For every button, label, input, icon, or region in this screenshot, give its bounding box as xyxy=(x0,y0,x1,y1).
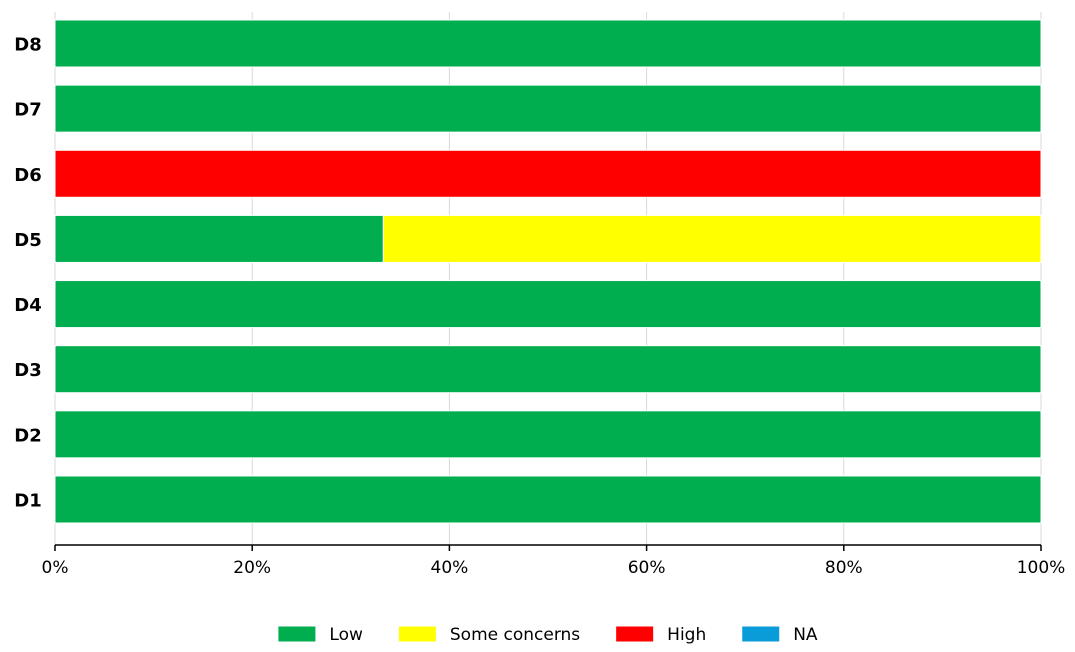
bar-d8-low xyxy=(54,19,1042,68)
x-tick-label: 60% xyxy=(628,558,666,578)
category-labels: D8 D7 D6 D5 D4 D3 D2 D1 xyxy=(14,35,41,512)
category-label: D8 xyxy=(14,35,41,56)
bar-d5-low xyxy=(54,214,384,263)
bar-d2-low xyxy=(54,410,1042,459)
legend-swatch-high xyxy=(616,626,654,642)
x-tick-label: 20% xyxy=(233,558,271,578)
bar-d5-some-concerns xyxy=(382,214,1042,263)
bar-d7-low xyxy=(54,84,1042,133)
legend-swatch-some-concerns xyxy=(398,626,436,642)
legend-label: NA xyxy=(793,625,818,645)
category-label: D4 xyxy=(14,295,41,316)
x-tick-label: 40% xyxy=(431,558,469,578)
legend-label: Some concerns xyxy=(450,625,580,645)
legend: Low Some concerns High NA xyxy=(278,625,818,645)
category-label: D6 xyxy=(14,165,41,186)
legend-label: High xyxy=(667,625,706,645)
x-tick-label: 100% xyxy=(1017,558,1066,578)
x-tick-label: 80% xyxy=(825,558,863,578)
legend-swatch-na xyxy=(742,626,780,642)
axis-layer: 0% 20% 40% 60% 80% 100% xyxy=(42,544,1066,578)
category-label: D2 xyxy=(14,425,41,446)
bar-d1-low xyxy=(54,475,1042,524)
category-label: D5 xyxy=(14,230,41,251)
bar-d4-low xyxy=(54,280,1042,329)
legend-swatch-low xyxy=(278,626,316,642)
bar-d6-high xyxy=(54,149,1042,198)
bars-layer xyxy=(54,19,1042,524)
category-label: D3 xyxy=(14,360,41,381)
x-tick-label: 0% xyxy=(42,558,69,578)
bar-d3-low xyxy=(54,345,1042,394)
category-label: D7 xyxy=(14,100,41,121)
legend-label: Low xyxy=(329,625,363,645)
category-label: D1 xyxy=(14,490,41,511)
